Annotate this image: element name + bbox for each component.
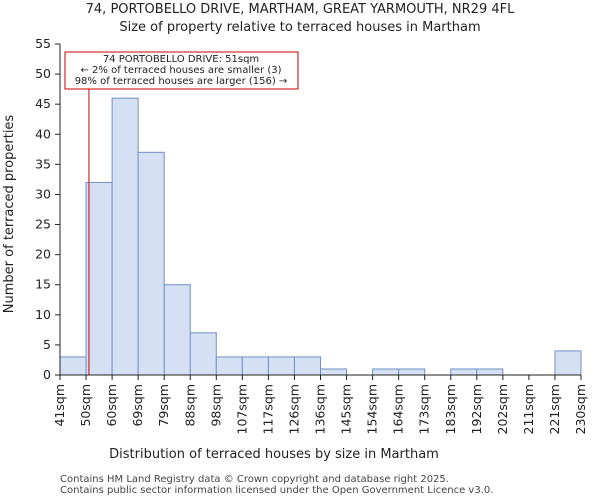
x-tick-label: 136sqm [313,384,328,434]
y-tick-label: 20 [35,247,51,262]
bar-79sqm [163,284,191,376]
bar-60sqm [111,97,139,376]
x-tick-label: 164sqm [391,384,406,434]
x-tick-label: 202sqm [495,384,510,434]
x-tick-label: 98sqm [208,384,223,427]
x-tick-label: 230sqm [573,384,588,434]
annotation-line-3: 98% of terraced houses are larger (156) … [75,76,288,87]
bar-136sqm [320,368,348,376]
y-tick-label: 40 [35,126,51,141]
bar-107sqm [241,356,269,376]
x-tick-label: 69sqm [130,384,145,427]
bar-117sqm [267,356,295,376]
y-tick-label: 25 [35,217,51,232]
y-tick-label: 0 [43,367,51,382]
x-tick-label: 173sqm [417,384,432,434]
y-tick-label: 5 [43,337,51,352]
annotation-frame [64,51,299,90]
bar-41sqm [59,356,87,376]
bar-98sqm [215,356,243,376]
y-tick-label: 30 [35,186,51,201]
chart-subtitle: Size of property relative to terraced ho… [119,20,480,35]
bar-88sqm [189,332,217,376]
x-tick-label: 154sqm [365,384,380,434]
y-ticks: 0 5 10 15 20 25 30 35 40 45 50 55 [35,36,60,382]
y-tick-label: 45 [35,96,51,111]
annotation-line-2: ← 2% of terraced houses are smaller (3) [81,65,282,76]
x-tick-label: 60sqm [104,384,119,427]
bar-126sqm [293,356,322,376]
annotation-box: 74 PORTOBELLO DRIVE: 51sqm ← 2% of terra… [64,51,299,90]
x-tick-label: 221sqm [547,384,562,434]
bar-154sqm [372,368,400,376]
y-tick-label: 55 [35,36,51,51]
bar-69sqm [137,151,165,376]
x-tick-label: 126sqm [286,384,301,434]
x-tick-label: 145sqm [339,384,354,434]
x-tick-label: 183sqm [443,384,458,434]
x-ticks: 41sqm 50sqm 60sqm 69sqm 79sqm 88sqm 98sqm 107sq… [52,375,588,434]
x-tick-label: 50sqm [78,384,93,427]
y-tick-label: 10 [35,307,51,322]
bar-183sqm [450,368,478,376]
y-axis-label: Number of terraced properties [2,115,17,314]
x-tick-label: 117sqm [260,384,275,434]
x-axis-label: Distribution of terraced houses by size … [109,447,439,462]
chart-title: 74, PORTOBELLO DRIVE, MARTHAM, GREAT YAR… [86,2,515,17]
x-tick-label: 41sqm [52,384,67,427]
x-tick-label: 79sqm [156,384,171,427]
y-tick-label: 15 [35,277,51,292]
x-tick-label: 88sqm [182,384,197,427]
bar-192sqm [476,368,504,376]
x-tick-label: 192sqm [469,384,484,434]
bar-50sqm [85,181,113,376]
footer-line-2: Contains public sector information licen… [60,485,494,496]
x-tick-label: 107sqm [234,384,249,434]
bar-164sqm [398,368,426,376]
footer-line-1: Contains HM Land Registry data © Crown c… [60,474,449,485]
x-tick-label: 211sqm [521,384,536,434]
bar-221sqm [554,350,582,376]
annotation-line-1: 74 PORTOBELLO DRIVE: 51sqm [103,54,259,65]
bars-group [59,97,582,376]
y-tick-label: 50 [35,66,51,81]
y-tick-label: 35 [35,156,51,171]
